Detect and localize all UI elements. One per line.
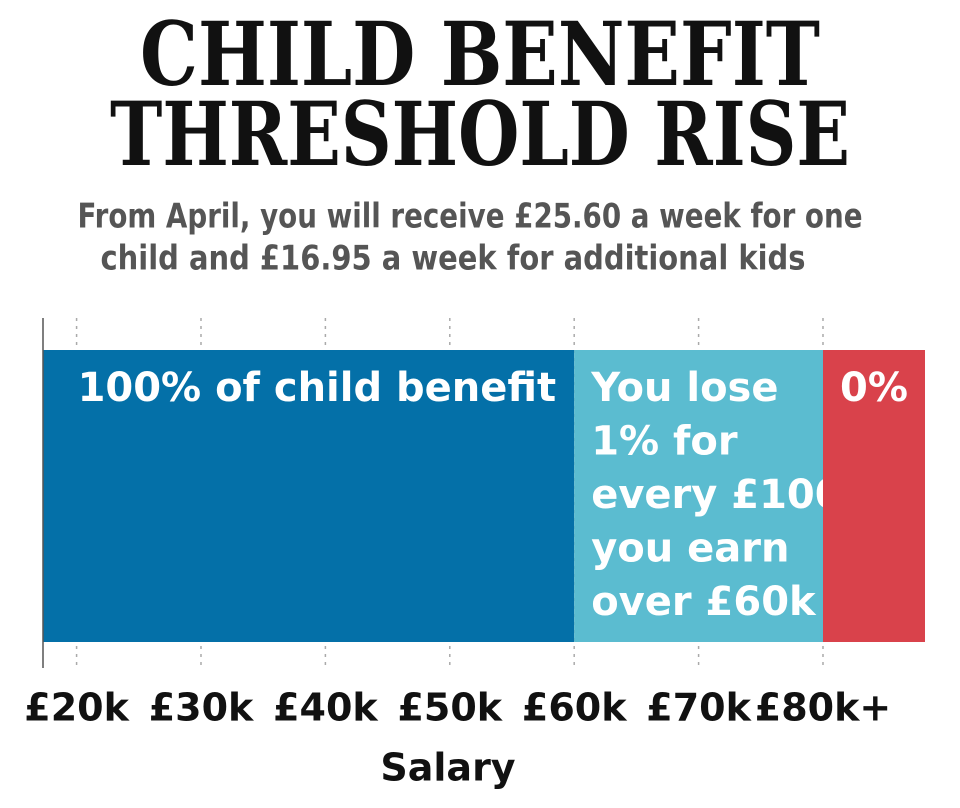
segment-label: you earn: [591, 526, 789, 572]
chart-title: THRESHOLD RISE: [110, 82, 850, 186]
x-tick-label: £80k+: [755, 686, 891, 730]
x-tick-label: £40k: [273, 686, 378, 730]
segment: [43, 350, 575, 642]
x-tick-label: £60k: [522, 686, 627, 730]
segment: [822, 350, 925, 642]
x-axis-label: Salary: [380, 746, 515, 790]
x-tick-label: £20k: [24, 686, 129, 730]
segment-label: every £100: [591, 472, 842, 518]
segment-label: You lose: [590, 365, 778, 411]
segment-label: 100% of child benefit: [78, 365, 557, 411]
segment-label: over £60k: [591, 579, 817, 625]
segment: [574, 350, 823, 642]
x-tick-label: £70k: [646, 686, 751, 730]
chart-subtitle: child and £16.95 a week for additional k…: [101, 239, 806, 279]
segment-label: 0%: [840, 365, 908, 411]
x-tick-label: £30k: [149, 686, 254, 730]
x-tick-label: £50k: [397, 686, 502, 730]
segment-label: 1% for: [591, 419, 738, 465]
chart-subtitle: From April, you will receive £25.60 a we…: [78, 197, 863, 237]
chart-title: CHILD BENEFIT: [140, 2, 820, 106]
